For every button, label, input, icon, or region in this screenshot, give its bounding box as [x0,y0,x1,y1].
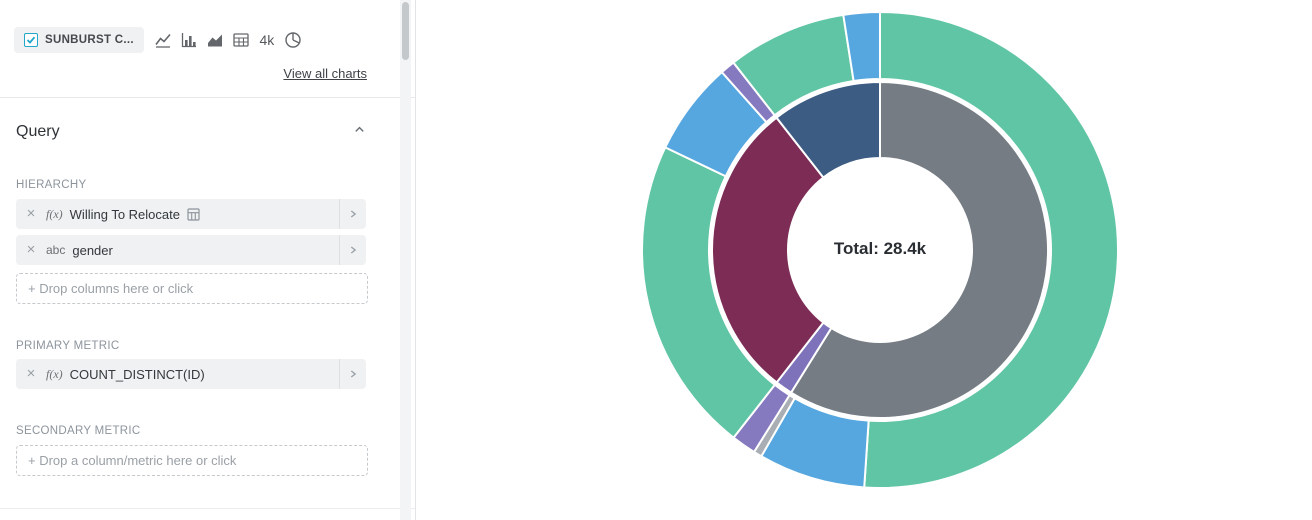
big-number-icon[interactable]: 4k [259,32,275,48]
line-chart-icon[interactable] [153,30,173,50]
area-chart-icon[interactable] [205,30,225,50]
sunburst-segment-segment-maroon[interactable] [711,116,825,384]
sunburst-chart [641,10,1119,489]
hierarchy-label: HIERARCHY [16,179,87,191]
chevron-right-icon[interactable] [339,199,366,229]
viz-type-shortcuts: 4k [153,30,303,50]
panel-scrollbar[interactable] [400,0,411,520]
sunburst-segment-segment-gray[interactable] [789,80,1049,419]
chart-controls-panel: SUNBURST C... 4k [0,0,416,520]
function-prefix: f(x) [46,366,63,381]
metric-name: COUNT_DISTINCT(ID) [69,366,205,382]
sunburst-total-label: Total: 28.4k [833,239,927,258]
query-section-header[interactable]: Query [16,123,366,141]
scrollbar-thumb[interactable] [402,2,409,60]
remove-icon[interactable]: × [26,365,36,382]
chevron-right-icon[interactable] [339,359,366,389]
bar-chart-icon[interactable] [179,30,199,50]
query-section-title: Query [16,123,60,140]
chevron-up-icon[interactable] [353,123,366,141]
selected-viz-type-pill[interactable]: SUNBURST C... [14,27,144,53]
function-prefix: f(x) [46,206,63,221]
table-grid-icon [187,207,200,221]
viz-type-row: SUNBURST C... 4k [14,27,303,53]
hierarchy-pill-gender[interactable]: × abc gender [16,235,366,265]
hierarchy-dropzone[interactable]: + Drop columns here or click [16,273,368,304]
primary-metric-label: PRIMARY METRIC [16,340,120,352]
chart-canvas: Total: 28.4k [416,0,1312,520]
remove-icon[interactable]: × [26,205,36,222]
section-divider [0,97,415,98]
pie-chart-icon[interactable] [283,30,303,50]
table-icon[interactable] [231,30,251,50]
primary-metric-pill[interactable]: × f(x) COUNT_DISTINCT(ID) [16,359,366,389]
column-name: gender [72,242,113,258]
sunburst-segment-steelblue-blue[interactable] [842,10,881,83]
column-name: Willing To Relocate [69,206,180,222]
panel-bottom-divider [0,508,415,509]
sunburst-segment-segment-steelblue[interactable] [775,80,881,179]
sunburst-segment-gray-teal[interactable] [863,10,1119,489]
checked-checkbox-icon[interactable] [24,33,38,47]
remove-icon[interactable]: × [26,241,36,258]
secondary-metric-dropzone[interactable]: + Drop a column/metric here or click [16,445,368,476]
hierarchy-pill-willing-to-relocate[interactable]: × f(x) Willing To Relocate [16,199,366,229]
text-type-prefix: abc [46,243,66,257]
view-all-charts-link[interactable]: View all charts [283,66,367,81]
panel-right-border [415,0,416,520]
secondary-metric-label: SECONDARY METRIC [16,425,141,437]
viz-type-label: SUNBURST C... [45,34,134,46]
chevron-right-icon[interactable] [339,235,366,265]
